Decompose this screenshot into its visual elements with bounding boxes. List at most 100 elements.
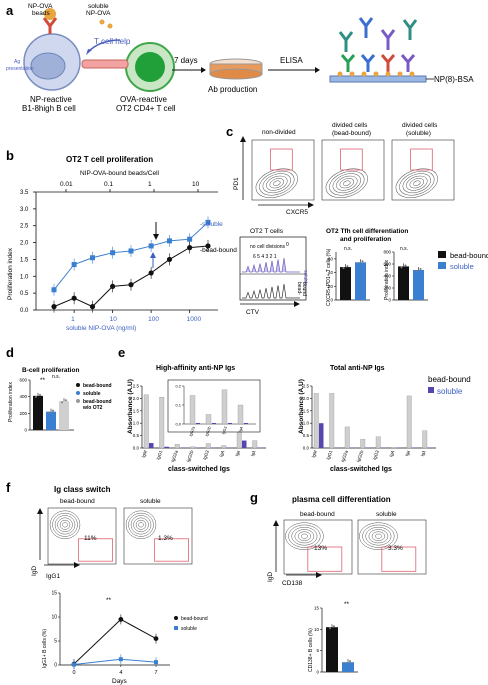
flow-contour [255,168,298,198]
elisa-arrowhead [315,67,320,73]
panel-c-letter: c [226,124,233,139]
col-bead-2: (bead-bound) [332,130,371,137]
e-tick-label: 0.0 [303,446,310,451]
flow-gate [410,148,433,171]
bar-dot [61,401,63,404]
e-legend-soluble: soluble [437,387,463,396]
flow-contour [371,531,385,541]
bar-dot [345,662,347,665]
flow-gate [78,538,113,562]
e-tick-label: 1.5 [133,408,140,413]
panel-c-histogram [240,257,306,299]
b-top-tick-label: 1 [148,181,152,188]
panel-b-soluble-legend: -soluble [200,221,223,228]
panel-g-letter: g [250,490,258,505]
c-bar2-ylabel: Proliferation index [384,259,390,300]
panel-a: a NP-OVA beads soluble NP-OVA T cell hel… [6,3,474,113]
bar [398,266,409,300]
panel-d-title: B-cell proliferation [22,367,79,374]
g-igd-arrowhead [273,520,279,526]
flow-contour [130,515,152,535]
b-point-bead [71,295,77,301]
f-point-bead [153,636,159,641]
panel-e-ylabel-left: Absorbance (A.U) [127,379,134,434]
flow-contour [288,524,321,548]
bar-dot [48,411,50,414]
f-legend-soluble-marker [174,626,178,630]
inset-bar-soluble [212,423,216,424]
e-tick-label: 0.0 [133,446,140,451]
flow-contour [297,531,311,541]
b-point-soluble [71,261,77,267]
panel-e-right-chart: 0.0 0.5 1.0 1.5 2.0 2.5 IgM IgG1 IgG2a IgG2b IgG3 I… [303,384,436,463]
e-bar-bead-bound [252,440,258,449]
t-cell-nucleus [135,52,165,82]
b-bottom-tick-label: 10 [110,316,118,323]
panel-d-ylabel: Proliferation index [8,381,14,422]
panel-b-xlabel: soluble NIP-OVA (ng/ml) [66,325,136,332]
e-category-label: IgM [141,449,148,458]
e-category-label: IgG2b [186,449,195,463]
bar-tick-label: 200 [383,286,391,291]
e-bar-bead-bound [221,445,227,449]
e-tick-label: 2.5 [303,384,310,389]
e-category-label: IgG1 [155,449,163,460]
flow-contour [413,180,421,186]
inset-tick-label: 0.2 [175,384,181,389]
flow-contour [406,175,428,191]
g-cd138-label: CD138 [282,580,303,587]
bar [33,395,43,430]
e-tick-label: 2.0 [303,396,310,401]
ag-presentation-2: presentation [6,66,34,72]
flow-contour [395,168,438,198]
bar-tick-label: 60 [328,256,334,261]
flow-contour [399,170,435,196]
e-tick-label: 0.5 [303,433,310,438]
bar-dot [35,395,37,398]
f-col-bead: bead-bound [60,498,95,505]
bar-dot [52,409,54,412]
f-y-tick-label: 15 [51,591,57,597]
flow-contour [409,178,425,189]
e-category-label: IgG3 [202,449,210,460]
g-bar-ylabel: CD138+ B cells (%) [308,628,314,672]
panel-g-flow-plots [283,519,427,575]
inset-category-label: IgG2a [189,425,197,437]
b-y-tick-label: 2.5 [20,224,29,230]
flow-contour [128,512,154,537]
bar-dot [404,264,407,267]
bar-tick-label: 200 [19,411,27,416]
c-bar1-ns: n.s. [344,246,352,252]
e-category-label: IgA [218,450,225,458]
cxcr5-label: CXCR5 [286,209,308,216]
b-cell-label-2: B1-8high B cell [22,104,76,113]
flow-contour [266,175,288,191]
panel-b: b OT2 T cell proliferation NIP-OVA-bound… [6,148,237,332]
bar-tick-label: 800 [383,250,391,255]
e-legend-soluble-swatch [428,387,434,393]
b-point-bead [166,256,173,263]
soluble-label-1: soluble [88,3,109,10]
f-igd-label: IgD [31,566,38,576]
elisa-plate-icon [329,75,427,83]
b-top-tick-label: 0.1 [104,181,113,188]
e-category-label: IgM [311,449,318,458]
b-point-soluble [187,236,193,242]
g-pct-bead: 13% [314,545,327,552]
t-cell-help-arrowhead [86,49,92,55]
f-igg1-label: IgG1 [46,573,60,580]
f-legend-soluble: soluble [181,626,197,632]
flow-gate [381,546,417,572]
bcr-icon [42,17,58,34]
b-y-tick-label: 3.0 [20,207,29,213]
e-bar-bead-bound [422,430,428,449]
c-bar-title-1: OT2 Tfh cell differentiation [326,228,408,235]
panel-g: g plasma cell differentiation bead-bound… [250,490,427,675]
flow-contour [332,173,361,194]
b-top-tick-label: 0.01 [60,181,73,188]
g-sig: ** [344,601,350,608]
bar-dot [65,399,67,402]
f-x-tick-label: 4 [119,670,122,676]
hist-bead-trace [242,283,300,299]
panel-b-bottom-ticks: 1 10 100 1000 [71,310,201,323]
